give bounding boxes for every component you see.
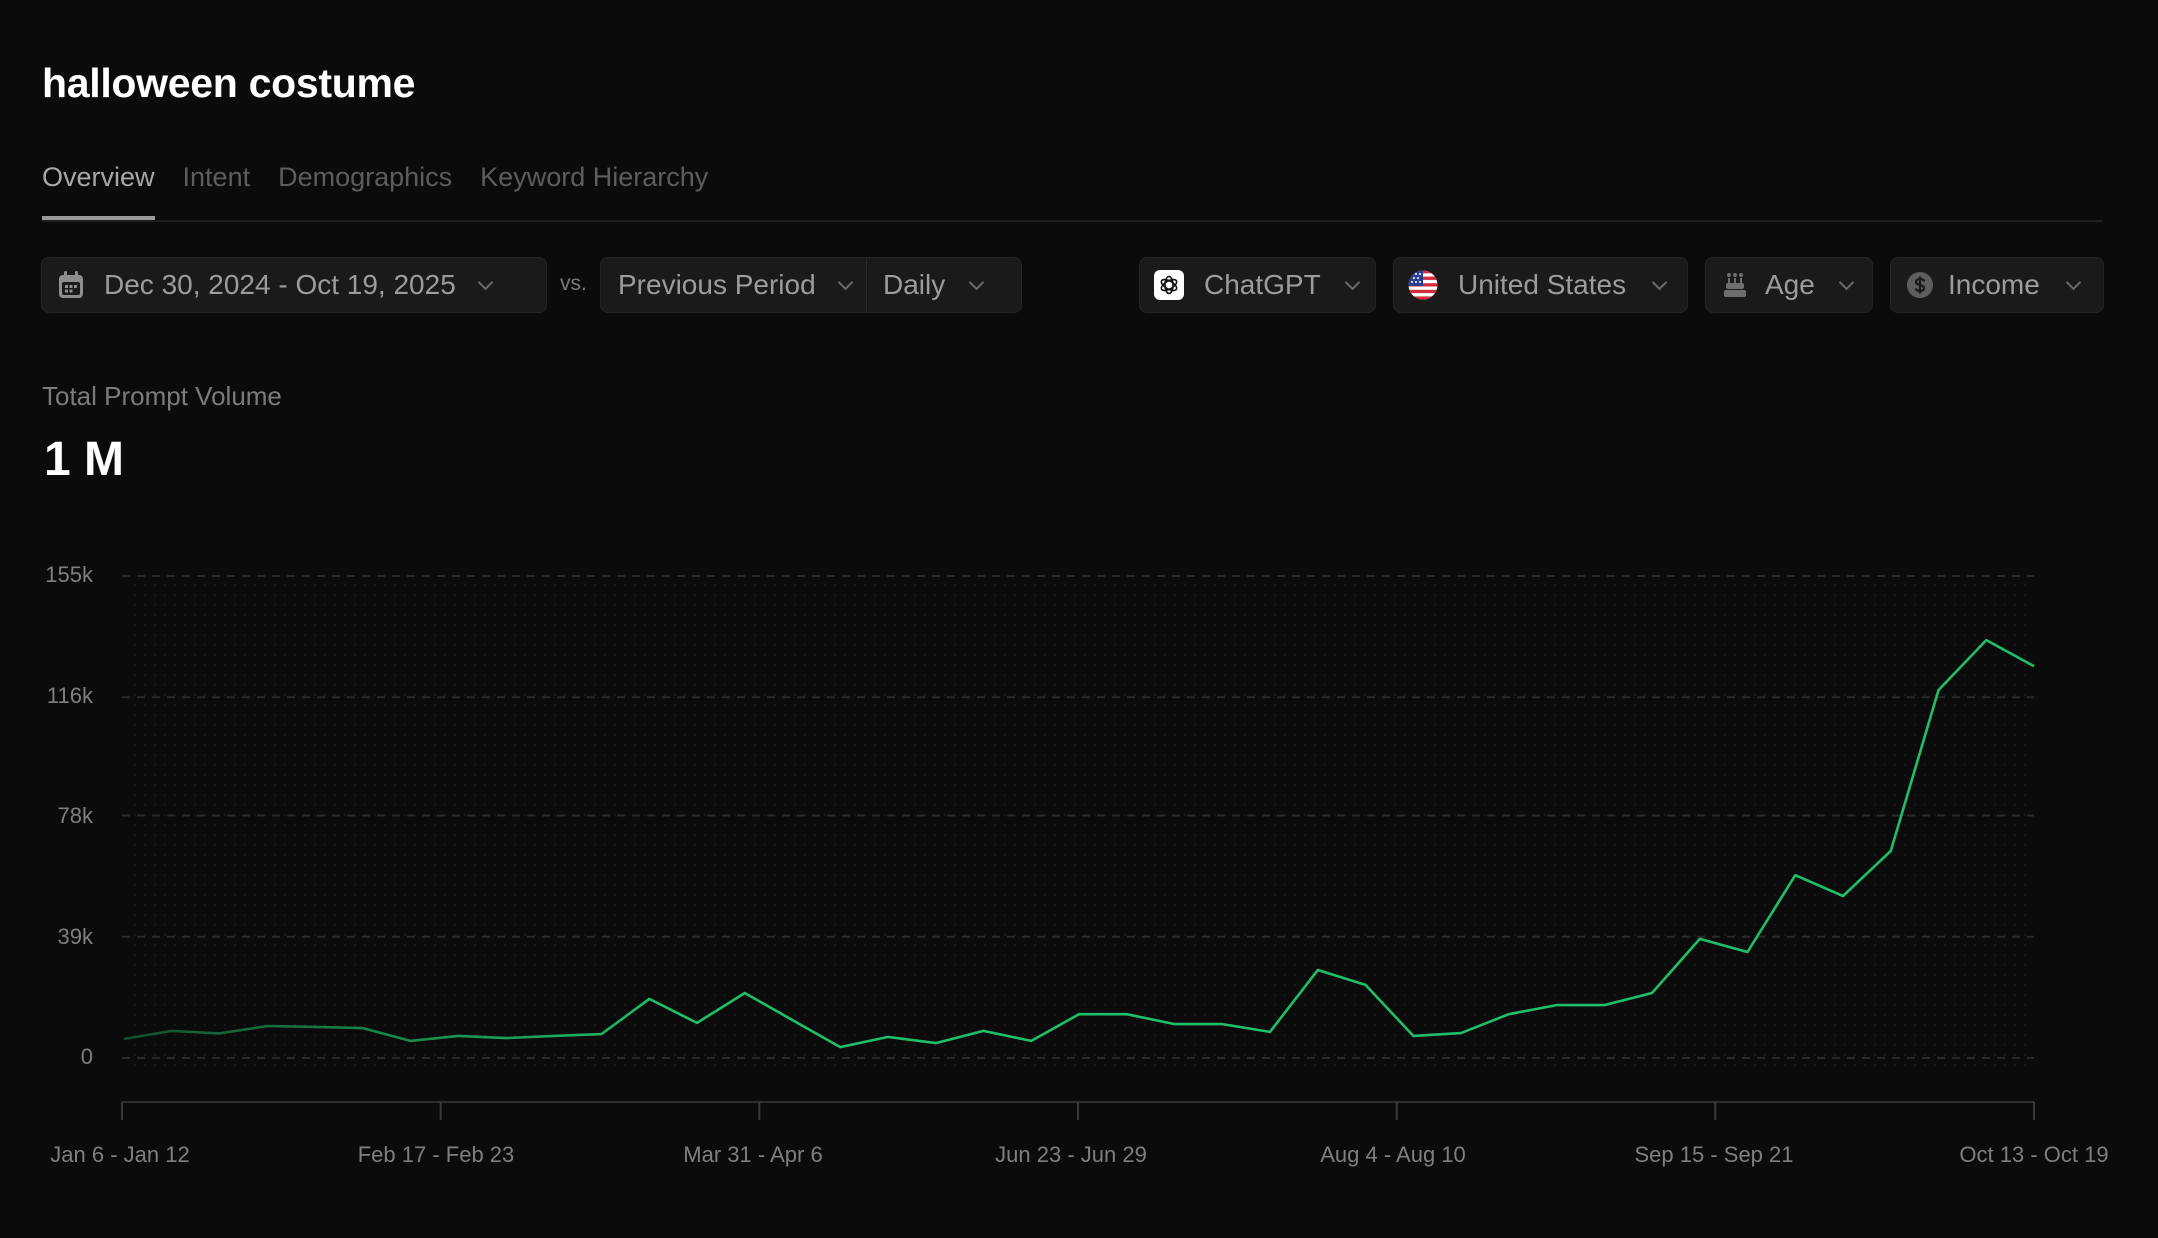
tab-intent[interactable]: Intent bbox=[182, 162, 251, 192]
x-tick-label: Oct 13 - Oct 19 bbox=[1959, 1142, 2109, 1167]
tab-bar: Overview Intent Demographics Keyword Hie… bbox=[42, 158, 2103, 222]
granularity-value: Daily bbox=[883, 269, 946, 300]
platform-value: ChatGPT bbox=[1204, 269, 1321, 300]
x-tick-label: Jun 23 - Jun 29 bbox=[995, 1142, 1147, 1167]
country-select[interactable]: United States bbox=[1393, 257, 1688, 313]
y-tick-label: 39k bbox=[57, 924, 93, 949]
metric-label: Total Prompt Volume bbox=[42, 381, 282, 411]
income-select[interactable]: Income bbox=[1890, 257, 2104, 313]
compare-group: Previous Period Daily bbox=[600, 257, 1022, 313]
compare-period-select[interactable]: Previous Period bbox=[601, 269, 866, 301]
granularity-select[interactable]: Daily bbox=[867, 269, 985, 301]
chatgpt-logo-icon bbox=[1154, 270, 1184, 300]
x-tick-label: Feb 17 - Feb 23 bbox=[357, 1142, 515, 1167]
age-select[interactable]: Age bbox=[1705, 257, 1873, 313]
x-tick-label: Mar 31 - Apr 6 bbox=[683, 1142, 823, 1167]
x-tick-label: Sep 15 - Sep 21 bbox=[1634, 1142, 1794, 1167]
cake-icon bbox=[1723, 271, 1747, 299]
gridlines bbox=[122, 575, 2034, 1059]
x-axis-ticks bbox=[121, 1102, 2035, 1120]
series-line bbox=[123, 638, 2035, 1049]
page-title: halloween costume bbox=[42, 60, 416, 106]
y-tick-label: 0 bbox=[80, 1044, 93, 1069]
y-tick-label: 116k bbox=[46, 683, 93, 708]
dollar-circle-icon bbox=[1906, 271, 1934, 299]
compare-period-value: Previous Period bbox=[618, 269, 816, 300]
us-flag-icon bbox=[1408, 270, 1438, 300]
chart-dot-background bbox=[130, 576, 2034, 1066]
tab-demographics[interactable]: Demographics bbox=[278, 162, 453, 192]
y-tick-label: 78k bbox=[57, 803, 93, 828]
metric-value: 1 M bbox=[44, 433, 125, 486]
x-tick-label: Jan 6 - Jan 12 bbox=[50, 1142, 190, 1167]
tab-overview[interactable]: Overview bbox=[42, 158, 155, 220]
platform-select[interactable]: ChatGPT bbox=[1139, 257, 1376, 313]
date-range-value: Dec 30, 2024 - Oct 19, 2025 bbox=[104, 269, 456, 300]
calendar-icon bbox=[58, 270, 86, 300]
divider bbox=[866, 258, 867, 312]
income-value: Income bbox=[1948, 269, 2040, 300]
date-range-picker[interactable]: Dec 30, 2024 - Oct 19, 2025 bbox=[41, 257, 547, 313]
tab-keyword-hierarchy[interactable]: Keyword Hierarchy bbox=[480, 162, 709, 192]
y-tick-label: 155k bbox=[45, 562, 93, 587]
vs-label: vs. bbox=[560, 272, 587, 295]
x-tick-label: Aug 4 - Aug 10 bbox=[1320, 1142, 1466, 1167]
age-value: Age bbox=[1765, 269, 1815, 300]
country-value: United States bbox=[1458, 269, 1627, 300]
